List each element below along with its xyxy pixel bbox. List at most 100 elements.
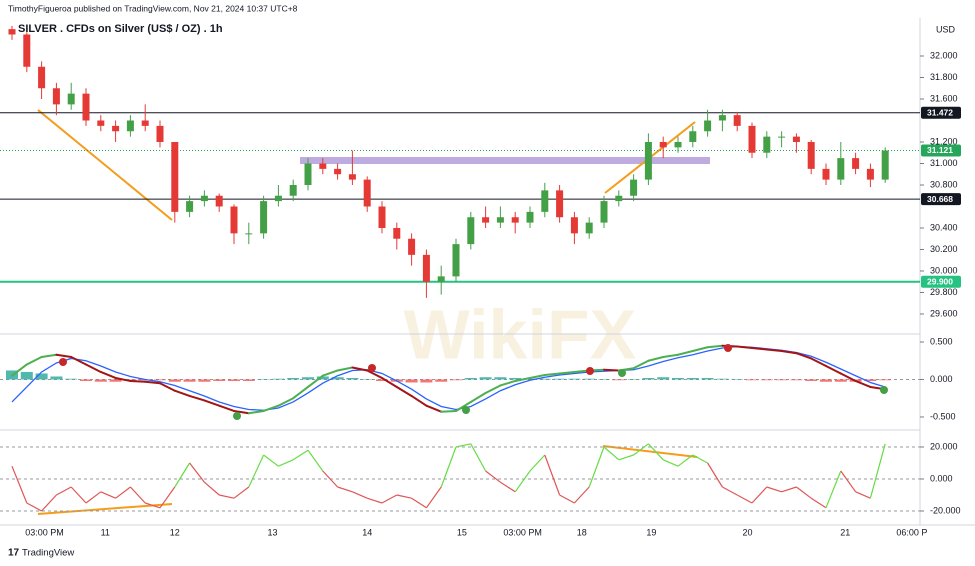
histogram-bar bbox=[435, 379, 448, 382]
oscillator-segment bbox=[736, 494, 753, 504]
candle-body bbox=[378, 206, 386, 228]
oscillator-segment bbox=[470, 443, 487, 472]
candle-body bbox=[526, 211, 534, 223]
oscillator-segment bbox=[647, 443, 664, 461]
oscillator-segment bbox=[204, 481, 220, 496]
x-tick-label: 13 bbox=[267, 527, 277, 537]
histogram-bar bbox=[775, 379, 788, 381]
candle-body bbox=[289, 184, 297, 196]
candle-body bbox=[23, 34, 31, 67]
oscillator-segment bbox=[159, 486, 176, 509]
y-tick-label: 31.200 bbox=[930, 136, 958, 146]
candle-body bbox=[615, 195, 623, 202]
currency: USD bbox=[936, 24, 956, 34]
oscillator-segment bbox=[307, 449, 324, 472]
candle-body bbox=[186, 201, 194, 212]
macd-segment bbox=[765, 348, 783, 352]
candle-body bbox=[422, 254, 430, 282]
oscillator-segment bbox=[603, 446, 620, 461]
histogram-bar bbox=[213, 379, 226, 381]
candle-body bbox=[363, 179, 371, 207]
histogram-bar bbox=[642, 377, 655, 380]
macd-segment bbox=[144, 380, 161, 385]
histogram-bar bbox=[420, 379, 433, 383]
macd-segment bbox=[25, 355, 43, 366]
macd-segment bbox=[558, 370, 576, 375]
histogram-bar bbox=[242, 379, 255, 381]
macd-segment bbox=[440, 409, 457, 413]
oscillator-segment bbox=[425, 486, 442, 509]
oscillator-segment bbox=[396, 494, 412, 499]
histogram-bar bbox=[627, 379, 640, 380]
macd-segment bbox=[825, 364, 842, 375]
trendline bbox=[602, 445, 698, 458]
histogram-bar bbox=[257, 379, 270, 380]
histogram-bar bbox=[198, 379, 211, 382]
trendline bbox=[37, 503, 173, 515]
y-tick-label: 0.500 bbox=[930, 336, 953, 346]
histogram-bar bbox=[65, 378, 78, 380]
x-tick-label: 03:00 PM bbox=[25, 527, 64, 537]
y-tick-label: 0.000 bbox=[930, 473, 953, 483]
oscillator-segment bbox=[411, 497, 427, 509]
candle-body bbox=[881, 150, 889, 180]
histogram-bar bbox=[302, 377, 314, 380]
candle-body bbox=[822, 168, 830, 180]
oscillator-segment bbox=[559, 494, 575, 504]
histogram-bar bbox=[464, 377, 477, 380]
y-tick-label: 31.800 bbox=[930, 72, 958, 82]
histogram-bar bbox=[479, 377, 492, 380]
y-tick-label: 29.800 bbox=[930, 287, 958, 297]
x-tick-label: 14 bbox=[362, 527, 372, 537]
publisher: TimothyFigueroa published on TradingView… bbox=[8, 3, 298, 13]
candle-body bbox=[304, 163, 312, 185]
oscillator-segment bbox=[500, 481, 516, 493]
candle-body bbox=[600, 201, 608, 223]
y-tick-label: 31.600 bbox=[930, 93, 958, 103]
oscillator-segment bbox=[322, 470, 339, 488]
macd-segment bbox=[603, 368, 620, 372]
histogram-bar bbox=[879, 379, 892, 381]
chart-title: SILVER . CFDs on Silver (US$ / OZ) . 1h bbox=[18, 23, 223, 35]
x-tick-label: 15 bbox=[457, 527, 467, 537]
y-tick-label: 29.600 bbox=[930, 308, 958, 318]
candle-body bbox=[171, 141, 179, 212]
histogram-bar bbox=[598, 379, 610, 380]
candle-body bbox=[704, 120, 712, 132]
price-tag bbox=[921, 193, 961, 206]
y-tick-label: 30.200 bbox=[930, 244, 958, 254]
histogram-bar bbox=[376, 379, 388, 381]
histogram-bar bbox=[154, 379, 166, 381]
macd-segment bbox=[70, 355, 87, 366]
candle-body bbox=[496, 217, 504, 223]
oscillator-segment bbox=[825, 470, 842, 509]
macd-segment bbox=[795, 352, 813, 360]
histogram-bar bbox=[686, 377, 699, 380]
macd-segment bbox=[410, 394, 428, 407]
macd-segment bbox=[425, 404, 443, 413]
candle-body bbox=[778, 136, 786, 138]
price-tag-label: 31.472 bbox=[927, 108, 953, 118]
candle-body bbox=[200, 195, 208, 202]
oscillator-segment bbox=[588, 446, 605, 488]
price-tag-label: 29.900 bbox=[927, 276, 953, 286]
macd-segment bbox=[677, 349, 694, 356]
oscillator-segment bbox=[41, 494, 57, 512]
macd-segment bbox=[336, 366, 354, 372]
oscillator-segment bbox=[529, 454, 546, 472]
candle-body bbox=[807, 141, 815, 169]
oscillator-segment bbox=[11, 465, 28, 504]
signal-dot bbox=[618, 369, 626, 377]
macd-segment bbox=[203, 399, 221, 407]
histogram-bar bbox=[612, 379, 625, 381]
candle-body bbox=[511, 217, 519, 223]
macd-segment bbox=[484, 384, 502, 394]
signal-dot bbox=[880, 386, 888, 394]
histogram-bar bbox=[805, 379, 818, 381]
x-tick-label: 18 bbox=[577, 527, 587, 537]
macd-segment bbox=[159, 382, 176, 392]
signal-dot bbox=[59, 358, 67, 366]
oscillator-segment bbox=[544, 454, 561, 496]
macd-segment bbox=[11, 363, 28, 377]
y-tick-label: 31.000 bbox=[930, 158, 958, 168]
